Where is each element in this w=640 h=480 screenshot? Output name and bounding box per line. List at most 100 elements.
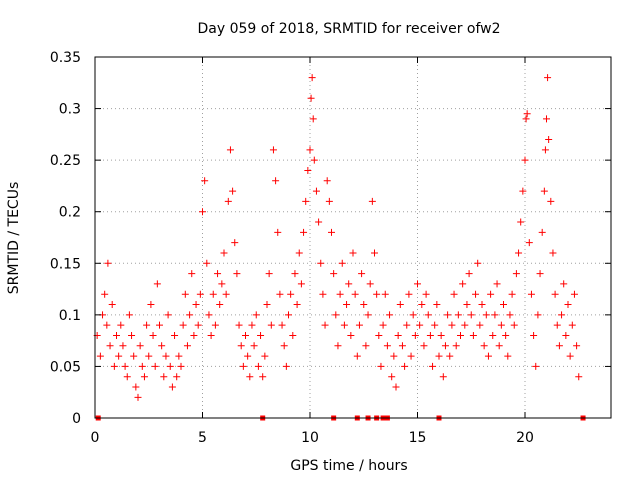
data-point [416, 321, 424, 329]
data-point [527, 290, 535, 298]
data-point [543, 115, 550, 123]
data-point [349, 249, 357, 257]
data-point [381, 290, 389, 298]
data-point [123, 373, 131, 381]
data-point [491, 311, 499, 319]
data-point [570, 290, 578, 298]
data-point [575, 373, 583, 381]
data-point [325, 197, 333, 205]
data-point [183, 342, 191, 350]
data-point [510, 321, 518, 329]
data-point [272, 177, 280, 185]
data-point [472, 290, 480, 298]
y-tick-label: 0.3 [59, 102, 81, 118]
plot-frame [94, 56, 612, 419]
data-point [285, 311, 292, 319]
data-point [194, 321, 202, 329]
data-point [435, 352, 443, 360]
data-point [480, 342, 488, 350]
data-point [560, 280, 568, 288]
data-point [211, 321, 219, 329]
data-point [553, 321, 561, 329]
data-point [566, 352, 574, 360]
data-point [420, 342, 428, 350]
data-point [379, 321, 387, 329]
data-point [166, 362, 174, 370]
data-point [517, 218, 525, 226]
data-point [368, 197, 376, 205]
data-point [340, 321, 348, 329]
data-point [125, 311, 133, 319]
data-point [149, 331, 157, 339]
data-point [525, 239, 533, 247]
data-point [115, 352, 123, 360]
data-point [103, 321, 111, 329]
data-point [156, 321, 163, 329]
data-point [461, 321, 469, 329]
data-point [504, 352, 512, 360]
data-point [343, 301, 351, 309]
data-point [362, 342, 370, 350]
data-point [259, 373, 267, 381]
y-tick-label: 0.05 [50, 359, 81, 375]
data-point [291, 270, 299, 278]
y-tick-label: 0.35 [50, 50, 81, 66]
data-point [506, 311, 514, 319]
data-point [121, 362, 129, 370]
data-point [465, 270, 473, 278]
data-point [351, 290, 359, 298]
data-point [383, 342, 391, 350]
data-point [474, 259, 482, 267]
data-point [147, 301, 155, 309]
data-point [551, 290, 559, 298]
data-point [201, 177, 209, 185]
data-point [171, 331, 179, 339]
data-point [231, 239, 239, 247]
x-tick-label: 15 [409, 430, 427, 446]
data-point [538, 228, 546, 236]
data-point [248, 321, 256, 329]
x-tick-label: 10 [301, 430, 319, 446]
data-point [541, 146, 549, 154]
data-point [138, 362, 146, 370]
data-point [224, 197, 232, 205]
data-point [497, 321, 505, 329]
data-point [562, 331, 570, 339]
data-point [444, 311, 452, 319]
data-point [220, 249, 228, 257]
data-point [173, 373, 181, 381]
data-point [418, 301, 426, 309]
data-point [495, 342, 503, 350]
data-point [411, 331, 419, 339]
data-point [302, 197, 310, 205]
chart-title: Day 059 of 2018, SRMTID for receiver ofw… [197, 21, 500, 37]
data-point [422, 290, 430, 298]
data-point [375, 331, 383, 339]
data-point [536, 270, 544, 278]
data-point [151, 362, 159, 370]
data-point [308, 74, 316, 82]
data-point [515, 249, 523, 257]
data-point [250, 342, 258, 350]
data-point [519, 187, 527, 195]
data-point [469, 331, 477, 339]
data-point [254, 362, 262, 370]
data-point [500, 301, 507, 309]
data-point [136, 342, 144, 350]
data-point [323, 177, 331, 185]
data-point [540, 187, 548, 195]
data-point [446, 352, 454, 360]
data-point [214, 270, 222, 278]
data-point [332, 311, 340, 319]
data-point [459, 280, 467, 288]
data-point [484, 352, 492, 360]
data-point [278, 321, 286, 329]
data-point [534, 311, 542, 319]
data-point [347, 331, 355, 339]
data-point [158, 342, 166, 350]
data-point [502, 331, 510, 339]
data-point [508, 290, 516, 298]
data-point [307, 94, 315, 102]
